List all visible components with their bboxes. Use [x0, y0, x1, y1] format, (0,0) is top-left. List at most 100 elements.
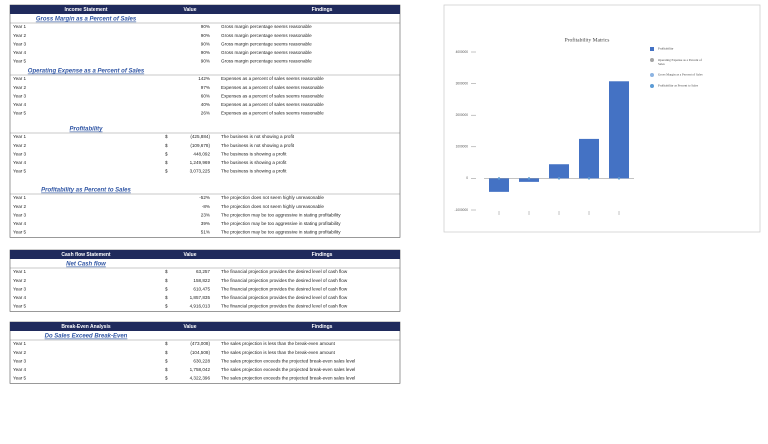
row-finding: Gross margin percentage seems reasonable — [221, 33, 312, 38]
legend-label: Profitability — [658, 47, 674, 51]
row-label: Year 4 — [13, 221, 27, 226]
row-finding: The sales projection is less than the br… — [221, 341, 336, 346]
row-label: Year 2 — [13, 278, 27, 283]
section-frame — [9, 4, 401, 238]
row-finding: The financial projection provides the de… — [221, 269, 348, 274]
row-finding: Expenses as a percent of sales seems rea… — [221, 85, 324, 90]
row-currency: $ — [165, 295, 168, 300]
row-currency: $ — [165, 367, 168, 372]
header-findings: Findings — [312, 324, 333, 330]
bar — [579, 138, 599, 179]
point — [497, 177, 501, 180]
row-label: Year 1 — [13, 76, 27, 81]
row-currency: $ — [165, 358, 168, 363]
row-currency: $ — [165, 376, 168, 381]
row-finding: The sales projection exceeds the project… — [221, 367, 355, 372]
row-finding: The financial projection provides the de… — [221, 295, 348, 300]
row-finding: Expenses as a percent of sales seems rea… — [221, 111, 324, 116]
row-value: 1,758,042 — [190, 367, 211, 372]
row-finding: The financial projection provides the de… — [221, 304, 348, 309]
legend-swatch — [650, 58, 654, 62]
y-tick-label: 4000000 — [456, 50, 469, 54]
row-value: -52% — [199, 195, 210, 200]
row-value: 158,822 — [193, 278, 210, 283]
row-currency: $ — [165, 304, 168, 309]
row-label: Year 4 — [13, 102, 27, 107]
row-currency: $ — [165, 160, 168, 165]
bar — [489, 178, 509, 192]
row-finding: The business is not showing a profit — [221, 143, 295, 148]
y-tick-label: 1000000 — [456, 145, 469, 149]
row-value: (473,008) — [190, 341, 210, 346]
legend-label: Gross Margin as a Percent of Sales — [658, 73, 703, 77]
group-title: Profitability as Percent to Sales — [41, 188, 131, 194]
legend-label: Operating Expense as a Percent of Sales — [658, 58, 703, 66]
row-finding: The sales projection exceeds the project… — [221, 358, 355, 363]
row-value: 26% — [201, 111, 210, 116]
header-title: Break-Even Analysis — [61, 324, 111, 330]
row-value: 448,092 — [193, 151, 210, 156]
row-label: Year 5 — [13, 59, 27, 64]
y-tick-label: 0 — [466, 176, 468, 180]
row-label: Year 2 — [13, 204, 27, 209]
chart-title: Profitability Matrics — [565, 36, 610, 43]
row-label: Year 5 — [13, 169, 27, 174]
row-currency: $ — [165, 278, 168, 283]
point — [527, 177, 531, 180]
row-finding: Gross margin percentage seems reasonable — [221, 41, 312, 46]
row-finding: Expenses as a percent of sales seems rea… — [221, 93, 324, 98]
header-findings: Findings — [312, 7, 333, 13]
header-value: Value — [183, 7, 196, 13]
row-label: Year 4 — [13, 295, 27, 300]
row-value: (109,678) — [190, 143, 210, 148]
group-title: Operating Expense as a Percent of Sales — [28, 69, 145, 75]
row-value: 39% — [201, 221, 210, 226]
row-value: (104,508) — [190, 350, 210, 355]
row-label: Year 3 — [13, 212, 27, 217]
row-value: 142% — [198, 76, 210, 81]
row-label: Year 3 — [13, 151, 27, 156]
row-finding: The projection may be too aggressive in … — [221, 221, 341, 226]
row-value: 90% — [201, 50, 210, 55]
chart-frame — [443, 4, 761, 233]
row-label: Year 4 — [13, 160, 27, 165]
point — [617, 177, 621, 180]
row-finding: The business is showing a profit — [221, 160, 287, 165]
row-label: Year 5 — [13, 230, 27, 235]
row-value: 1,249,969 — [190, 160, 211, 165]
row-value: 40% — [201, 102, 210, 107]
row-finding: Expenses as a percent of sales seems rea… — [221, 76, 324, 81]
row-currency: $ — [165, 169, 168, 174]
row-value: 60% — [201, 93, 210, 98]
row-label: Year 2 — [13, 143, 27, 148]
row-finding: The projection may be too aggressive in … — [221, 212, 341, 217]
row-finding: The sales projection exceeds the project… — [221, 376, 355, 381]
group-title: Profitability — [69, 127, 103, 133]
row-label: Year 3 — [13, 93, 27, 98]
row-value: 97% — [201, 85, 210, 90]
row-finding: The business is showing a profit — [221, 151, 287, 156]
row-currency: $ — [165, 151, 168, 156]
point — [557, 177, 561, 180]
group-title: Gross Margin as a Percent of Sales — [36, 17, 137, 23]
y-tick-label: 2000000 — [456, 113, 469, 117]
header-title: Income Statement — [64, 7, 107, 13]
group-title: Do Sales Exceed Break-Even — [45, 334, 128, 340]
row-label: Year 2 — [13, 350, 27, 355]
row-finding: The projection does not seem highly unre… — [221, 204, 324, 209]
row-value: 1,857,835 — [190, 295, 211, 300]
row-value: 90% — [201, 41, 210, 46]
row-value: (425,884) — [190, 134, 210, 139]
row-value: 610,475 — [193, 286, 210, 291]
row-value: 630,228 — [193, 358, 210, 363]
row-label: Year 4 — [13, 367, 27, 372]
legend-swatch — [650, 84, 654, 88]
row-currency: $ — [165, 350, 168, 355]
row-finding: Gross margin percentage seems reasonable — [221, 24, 312, 29]
row-currency: $ — [165, 286, 168, 291]
row-finding: The sales projection is less than the br… — [221, 350, 336, 355]
row-currency: $ — [165, 134, 168, 139]
y-tick-label: -1000000 — [455, 208, 469, 212]
row-currency: $ — [165, 143, 168, 148]
